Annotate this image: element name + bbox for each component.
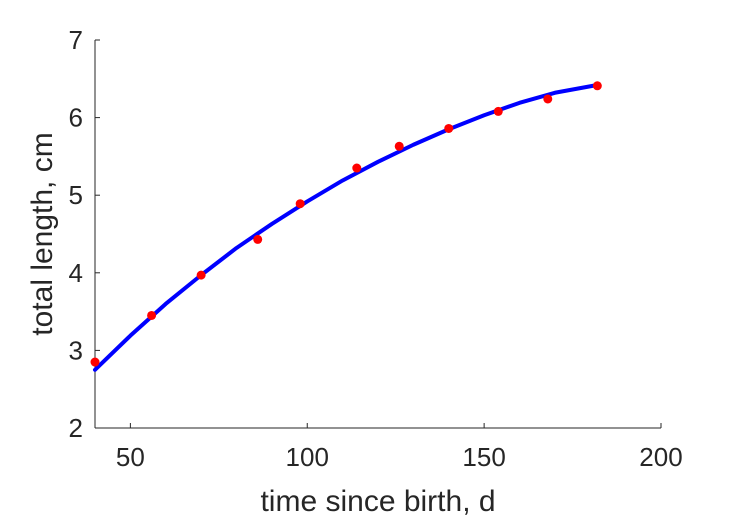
- data-point: [592, 81, 602, 91]
- data-point: [543, 94, 553, 104]
- data-point: [253, 234, 263, 244]
- data-point: [196, 270, 206, 280]
- data-point: [90, 357, 100, 367]
- data-point: [147, 310, 157, 320]
- data-point: [444, 123, 454, 133]
- y-tick-label: 7: [69, 25, 83, 55]
- y-axis-label: total length, cm: [26, 132, 59, 335]
- data-point: [352, 163, 362, 173]
- y-tick-label: 3: [69, 335, 83, 365]
- fit-curve: [93, 83, 600, 372]
- x-tick-label: 150: [462, 442, 505, 472]
- x-axis-label: time since birth, d: [260, 485, 495, 518]
- ticks: 50 100 150 200 2 3 4 5 6 7: [69, 25, 683, 472]
- x-tick-label: 50: [116, 442, 145, 472]
- data-point: [295, 199, 305, 209]
- y-tick-label: 5: [69, 180, 83, 210]
- x-tick-label: 200: [639, 442, 682, 472]
- y-tick-label: 2: [69, 413, 83, 443]
- x-tick-label: 100: [286, 442, 329, 472]
- y-tick-label: 6: [69, 103, 83, 133]
- plot-area: [90, 81, 602, 372]
- data-point: [394, 141, 404, 151]
- axes: [94, 40, 661, 429]
- data-point: [493, 106, 503, 116]
- y-tick-label: 4: [69, 258, 83, 288]
